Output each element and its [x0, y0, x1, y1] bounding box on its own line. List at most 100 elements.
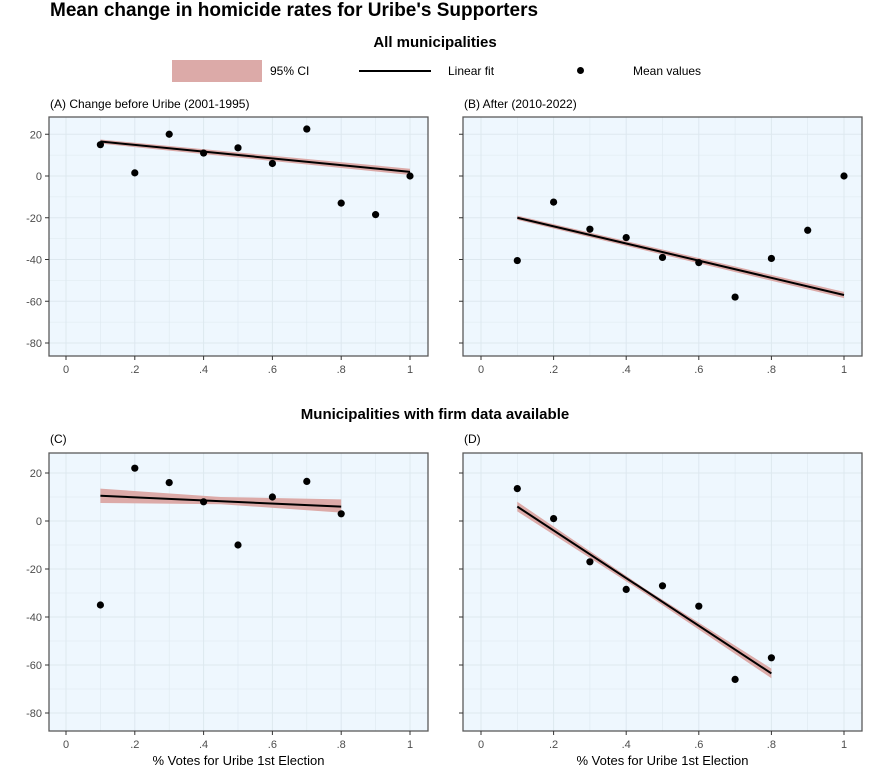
x-tick-label: .2	[549, 739, 558, 751]
y-tick-label: -20	[26, 213, 42, 225]
x-tick-label: .2	[549, 364, 558, 376]
panel-3: 0 .2 .4 .6 .8 1 (D) % Votes for Uribe 1st Elect…	[459, 432, 863, 768]
x-tick-label: .6	[268, 739, 277, 751]
panel-0: 0 .2 .4 .6 .8 1 -80 -60 -40 -20 0 20 (A) Change befo…	[26, 97, 429, 376]
y-tick-label: -40	[26, 612, 42, 624]
data-point	[303, 477, 311, 485]
data-point	[513, 485, 521, 493]
y-tick-label: 20	[30, 468, 42, 480]
y-tick-label: 20	[30, 129, 42, 141]
panel-title: (A) Change before Uribe (2001-1995)	[50, 97, 249, 111]
data-point	[372, 211, 380, 219]
section-title-all: All municipalities	[373, 34, 497, 51]
data-point	[804, 226, 812, 234]
data-point	[767, 654, 776, 662]
data-point	[695, 259, 703, 267]
data-point	[96, 141, 104, 149]
legend-ci-swatch	[172, 60, 262, 82]
x-tick-label: .8	[767, 739, 776, 751]
data-point	[303, 125, 311, 133]
fit-line	[517, 216, 845, 296]
panel-frame	[462, 452, 863, 732]
x-tick-label: .4	[622, 739, 631, 751]
data-point	[131, 169, 139, 177]
panel-1: 0 .2 .4 .6 .8 1 (B) After (2010-2022)	[459, 97, 863, 376]
data-point	[586, 225, 594, 233]
data-point	[550, 515, 558, 523]
x-tick-label: 1	[407, 739, 413, 751]
x-tick-label: 1	[841, 739, 847, 751]
legend-points-marker	[577, 67, 584, 74]
x-tick-label: 0	[63, 739, 69, 751]
data-point	[695, 602, 703, 610]
data-point	[406, 172, 414, 180]
y-tick-label: -80	[26, 338, 42, 350]
legend-fit-line	[359, 70, 431, 72]
y-tick-label: -60	[26, 296, 42, 308]
section-title-firm: Municipalities with firm data available	[300, 406, 570, 423]
data-point	[200, 498, 208, 506]
x-tick-label: 0	[63, 364, 69, 376]
data-point	[234, 144, 242, 152]
panel-2: 0 .2 .4 .6 .8 1 -80 -60 -40 -20 0 20 (C) % Votes for …	[26, 432, 429, 768]
legend-fit-label: Linear fit	[448, 64, 495, 78]
data-point	[234, 541, 242, 549]
x-tick-label: 1	[407, 364, 413, 376]
data-point	[731, 675, 739, 684]
y-tick-label: 0	[36, 171, 42, 183]
panel-frame	[48, 452, 429, 732]
x-tick-label: .4	[199, 739, 208, 751]
x-tick-label: .6	[268, 364, 277, 376]
data-point	[658, 582, 667, 590]
x-tick-label: .6	[694, 364, 703, 376]
fit-line	[516, 505, 772, 675]
data-point	[658, 253, 667, 262]
y-tick-label: 0	[36, 516, 42, 528]
data-point	[165, 130, 173, 138]
x-tick-label: .8	[767, 364, 776, 376]
fit-line	[100, 140, 411, 173]
panel-title: (D)	[464, 432, 481, 446]
legend-points-label: Mean values	[633, 64, 702, 78]
data-point	[622, 233, 630, 242]
panel-frame	[48, 116, 429, 357]
x-axis-title: % Votes for Uribe 1st Election	[577, 753, 749, 768]
x-tick-label: .8	[337, 364, 346, 376]
legend: 95% CI Linear fit Mean values	[0, 58, 870, 84]
x-tick-label: .2	[130, 739, 139, 751]
data-point	[165, 479, 173, 487]
data-point	[840, 172, 848, 180]
data-point	[131, 464, 139, 472]
x-tick-label: 1	[841, 364, 847, 376]
data-point	[337, 510, 345, 518]
x-tick-label: .6	[694, 739, 703, 751]
x-tick-label: .4	[199, 364, 208, 376]
x-tick-label: 0	[478, 739, 484, 751]
figure-title: Mean change in homicide rates for Uribe'…	[50, 0, 539, 21]
x-tick-label: .4	[622, 364, 631, 376]
x-tick-label: .8	[337, 739, 346, 751]
data-point	[268, 159, 276, 168]
panel-frame	[462, 116, 863, 357]
data-point	[268, 493, 276, 501]
panel-title: (C)	[50, 432, 67, 446]
y-tick-label: -40	[26, 255, 42, 267]
data-point	[586, 558, 594, 566]
legend-ci-label: 95% CI	[270, 64, 310, 78]
data-point	[513, 256, 521, 265]
data-point	[622, 585, 630, 594]
x-tick-label: .2	[130, 364, 139, 376]
x-tick-label: 0	[478, 364, 484, 376]
fit-line	[100, 494, 342, 508]
data-point	[550, 198, 558, 206]
data-point	[200, 149, 208, 157]
data-point	[337, 199, 345, 207]
x-axis-title: % Votes for Uribe 1st Election	[153, 753, 325, 768]
data-point	[96, 601, 104, 609]
data-point	[767, 254, 776, 263]
data-point	[731, 293, 739, 301]
panel-title: (B) After (2010-2022)	[464, 97, 577, 111]
y-tick-label: -60	[26, 660, 42, 672]
y-tick-label: -20	[26, 564, 42, 576]
